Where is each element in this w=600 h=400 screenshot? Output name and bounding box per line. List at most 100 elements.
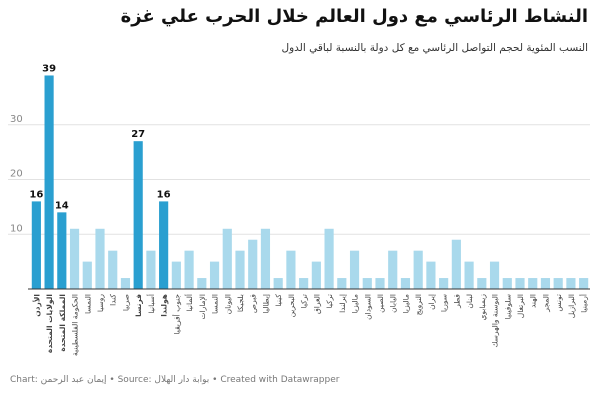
- bar-24: [337, 278, 347, 289]
- bar-21: [299, 278, 309, 289]
- bar-31: [426, 261, 436, 289]
- data-labels: 16 39 14 27 16: [29, 63, 170, 211]
- x-tick-label-9: أسبانيا: [146, 294, 156, 314]
- bar-6: [108, 250, 118, 289]
- x-tick-label-14: النمسا: [211, 294, 220, 314]
- chart-title: النشاط الرئاسي مع دول العالم خلال الحرب …: [120, 6, 588, 27]
- footer-separator-1: •: [106, 375, 118, 385]
- bar-23: [324, 228, 334, 289]
- bar-39: [528, 278, 538, 289]
- x-tick-label-6: كندا: [109, 294, 118, 306]
- bar-4: [82, 261, 92, 289]
- bar-43: [579, 278, 589, 289]
- bar-8: [133, 141, 143, 289]
- bar-5: [95, 228, 105, 289]
- bar-30: [413, 250, 423, 289]
- x-tick-label-22: العراق: [312, 294, 321, 314]
- bar-18: [260, 228, 271, 289]
- x-tick-label-40: المجر: [541, 294, 550, 313]
- bar-35: [477, 278, 487, 289]
- x-tick-label-27: الصين: [376, 294, 385, 313]
- x-tick-label-11: جنوب أفريقيا: [171, 294, 181, 335]
- footer-created: Created with Datawrapper: [220, 375, 340, 385]
- bar-38: [515, 278, 525, 289]
- bar-26: [362, 278, 372, 289]
- x-tick-label-24: إيرلندا: [338, 294, 347, 313]
- y-tick-label-2: 30: [10, 114, 23, 125]
- bar-33: [451, 239, 461, 289]
- bar-29: [400, 278, 411, 289]
- x-tick-label-26: السودان: [363, 294, 372, 320]
- x-tick-label-2: المملكة المتحدة: [58, 294, 67, 352]
- bar-11: [171, 261, 181, 289]
- x-tick-label-33: قطر: [452, 294, 461, 309]
- bar-28: [388, 250, 398, 289]
- bar-3: [69, 228, 80, 289]
- bar-22: [311, 261, 321, 289]
- data-label-1: 39: [42, 63, 56, 74]
- y-tick-labels: 10 20 30: [10, 114, 23, 235]
- x-tick-label-38: البرتغال: [516, 294, 525, 318]
- x-tick-label-0: الأردن: [32, 294, 41, 317]
- x-tick-label-36: البوسنة والهرسك: [491, 294, 500, 348]
- x-tick-label-15: اليونان: [223, 294, 232, 314]
- bar-25: [349, 250, 360, 289]
- bar-40: [540, 278, 551, 289]
- footer-source: Source: بوابة دار الهلال: [117, 375, 210, 385]
- data-label-10: 16: [157, 189, 171, 200]
- bar-42: [566, 278, 576, 289]
- bar-36: [489, 261, 500, 289]
- x-tick-label-3: الحكومة الفلسطينية: [71, 294, 80, 356]
- bar-34: [464, 261, 474, 289]
- bar-27: [375, 278, 385, 289]
- chart-footer: Chart: إيمان عبد الرحمن • Source: بوابة …: [10, 375, 339, 385]
- x-tick-label-20: البحرين: [287, 294, 296, 317]
- x-tick-label-5: روسيا: [96, 294, 105, 312]
- bar-0: [31, 201, 41, 289]
- x-tick-label-16: بلجيكا: [236, 294, 245, 312]
- bar-7: [120, 278, 131, 289]
- x-tick-label-10: هولندا: [160, 294, 169, 317]
- gridlines: [8, 124, 590, 235]
- x-tick-label-8: فرنسا: [134, 294, 143, 317]
- x-tick-label-12: ألمانيا: [184, 294, 194, 312]
- bar-14: [209, 261, 220, 289]
- bar-19: [273, 278, 283, 289]
- x-tick-label-42: البرازيل: [567, 294, 576, 318]
- bar-16: [235, 250, 245, 289]
- bar-32: [439, 278, 449, 289]
- data-label-8: 27: [131, 129, 145, 140]
- footer-separator-2: •: [209, 375, 221, 385]
- x-tick-label-41: تونس: [554, 294, 563, 312]
- bar-13: [197, 278, 207, 289]
- bar-20: [286, 250, 296, 289]
- bar-12: [184, 250, 194, 289]
- y-tick-label-1: 20: [10, 169, 23, 180]
- x-tick-label-25: ماليزيا: [351, 294, 360, 313]
- footer-chart-by: Chart: إيمان عبد الرحمن: [10, 375, 107, 385]
- x-tick-label-29: ماليزيا: [401, 294, 410, 313]
- x-tick-label-34: لبنان: [465, 294, 474, 309]
- x-tick-label-17: قبرص: [249, 294, 258, 313]
- bar-41: [553, 278, 563, 289]
- bar-37: [502, 278, 512, 289]
- data-label-0: 16: [29, 189, 43, 200]
- x-tick-label-7: صربيا: [121, 294, 130, 311]
- bars: [31, 75, 589, 289]
- bar-10: [159, 201, 169, 289]
- bar-15: [222, 228, 232, 289]
- bar-1: [44, 75, 54, 289]
- y-tick-label-0: 10: [10, 223, 23, 234]
- x-tick-label-13: الإمارات: [198, 294, 207, 319]
- x-tick-labels: الأردن الولايات المتحدة المملكة المتحدة الح…: [32, 294, 588, 356]
- bar-2: [57, 212, 67, 289]
- x-tick-label-4: النمسا: [83, 294, 92, 314]
- x-tick-label-35: زيمبابوي: [478, 294, 487, 321]
- x-tick-label-31: إيران: [427, 294, 436, 310]
- x-tick-label-39: الهند: [529, 294, 538, 308]
- chart-subtitle: النسب المئوية لحجم التواصل الرئاسي مع كل…: [281, 42, 588, 54]
- x-tick-label-43: أرمينيا: [579, 294, 589, 313]
- x-tick-label-21: تركيا: [300, 294, 309, 308]
- data-label-2: 14: [55, 200, 69, 211]
